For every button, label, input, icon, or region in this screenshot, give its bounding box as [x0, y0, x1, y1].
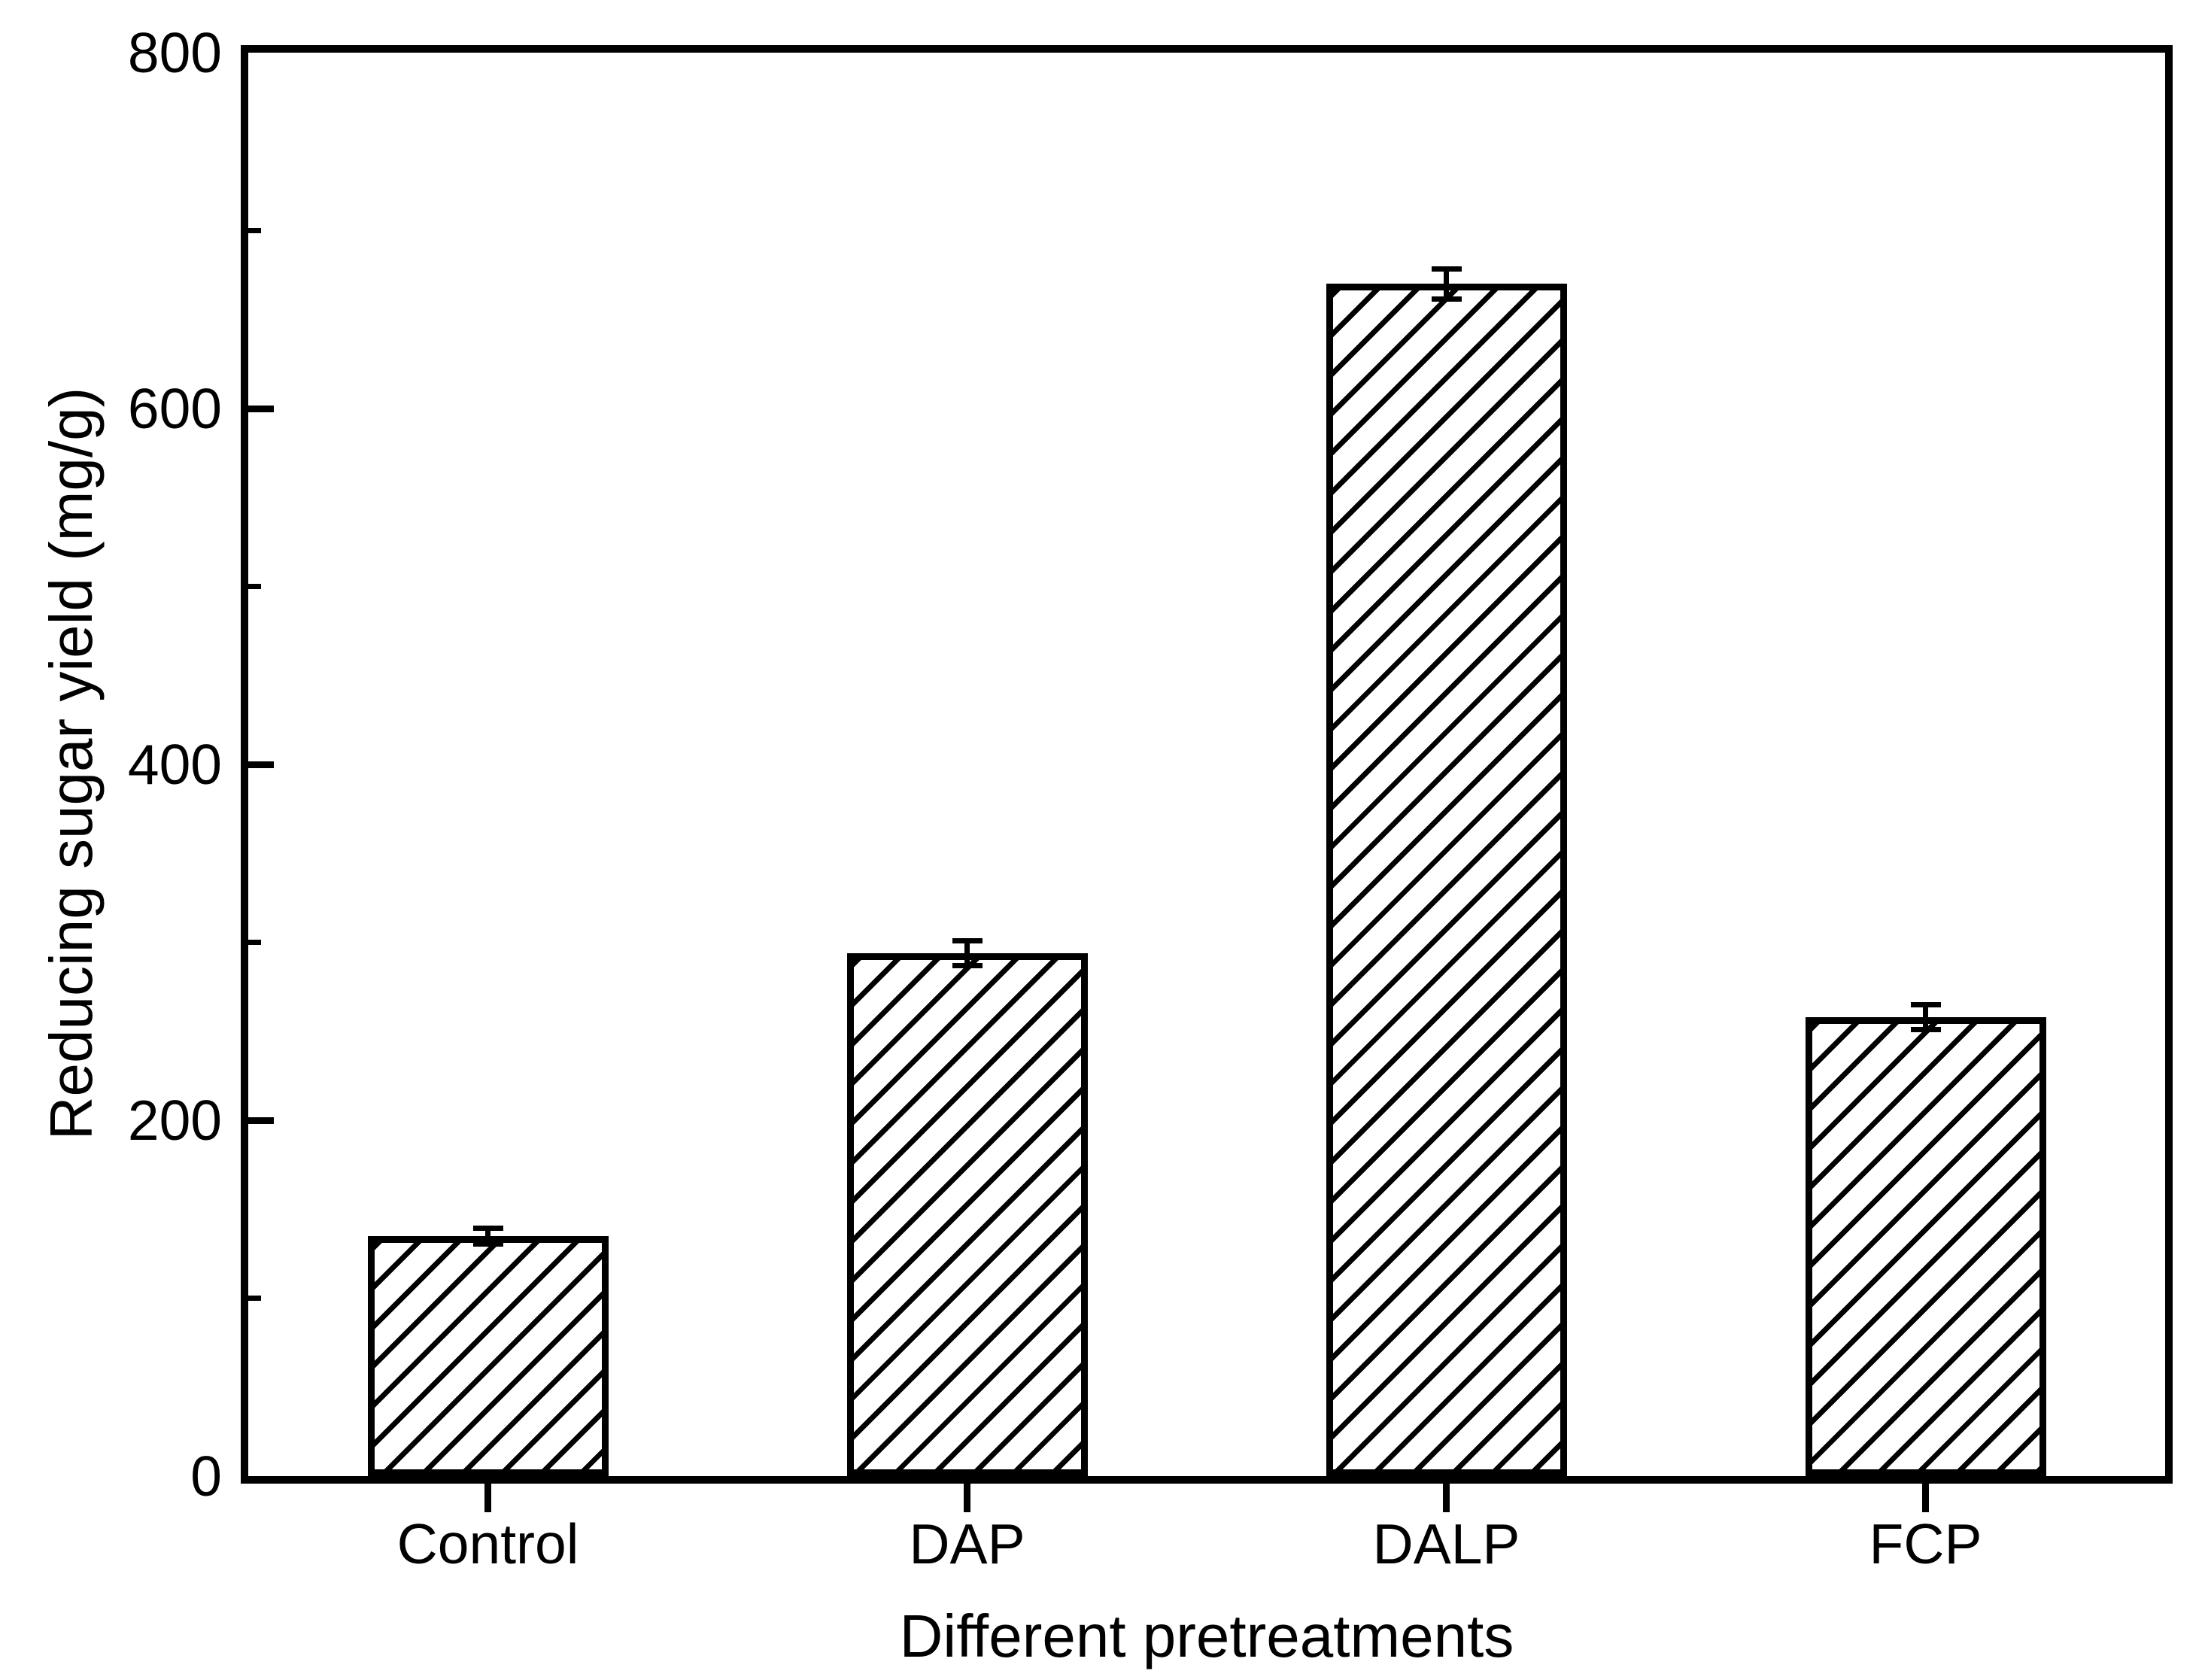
- x-tick: [1443, 1484, 1450, 1512]
- error-bar-stem: [1444, 269, 1449, 299]
- y-tick-label: 800: [127, 21, 222, 84]
- y-major-tick: [248, 761, 274, 768]
- y-tick-label: 200: [127, 1089, 222, 1152]
- x-tick-label: Control: [396, 1512, 579, 1575]
- y-major-tick: [248, 405, 274, 412]
- y-major-tick: [248, 1116, 274, 1124]
- y-minor-tick: [248, 1296, 261, 1301]
- x-tick-label: FCP: [1869, 1512, 1982, 1575]
- y-tick-label: 0: [190, 1445, 222, 1508]
- x-axis-title: Different pretreatments: [899, 1603, 1514, 1669]
- y-minor-tick: [248, 584, 261, 589]
- bar-control: [367, 1236, 609, 1476]
- x-tick-label: DALP: [1372, 1512, 1520, 1575]
- y-tick-label: 400: [127, 733, 222, 796]
- x-tick: [484, 1484, 491, 1512]
- error-bar-top-cap: [952, 937, 983, 943]
- y-tick-label: 600: [127, 377, 222, 440]
- y-minor-tick: [248, 228, 261, 233]
- error-bar-bottom-cap: [1910, 1026, 1941, 1032]
- x-tick-label: DAP: [909, 1512, 1025, 1575]
- x-tick: [964, 1484, 970, 1512]
- error-bar-stem: [964, 940, 970, 966]
- error-bar-bottom-cap: [952, 962, 983, 968]
- x-tick: [1922, 1484, 1929, 1512]
- bar-dap: [846, 953, 1088, 1476]
- plot-area: [241, 45, 2173, 1484]
- error-bar-top-cap: [472, 1225, 503, 1231]
- error-bar-stem: [1923, 1004, 1928, 1030]
- y-minor-tick: [248, 940, 261, 945]
- error-bar-bottom-cap: [472, 1241, 503, 1247]
- bar-fcp: [1805, 1017, 2046, 1476]
- error-bar-top-cap: [1910, 1001, 1941, 1007]
- bar-dalp: [1326, 284, 1567, 1476]
- error-bar-stem: [485, 1228, 491, 1244]
- error-bar-top-cap: [1431, 266, 1462, 272]
- error-bar-bottom-cap: [1431, 296, 1462, 302]
